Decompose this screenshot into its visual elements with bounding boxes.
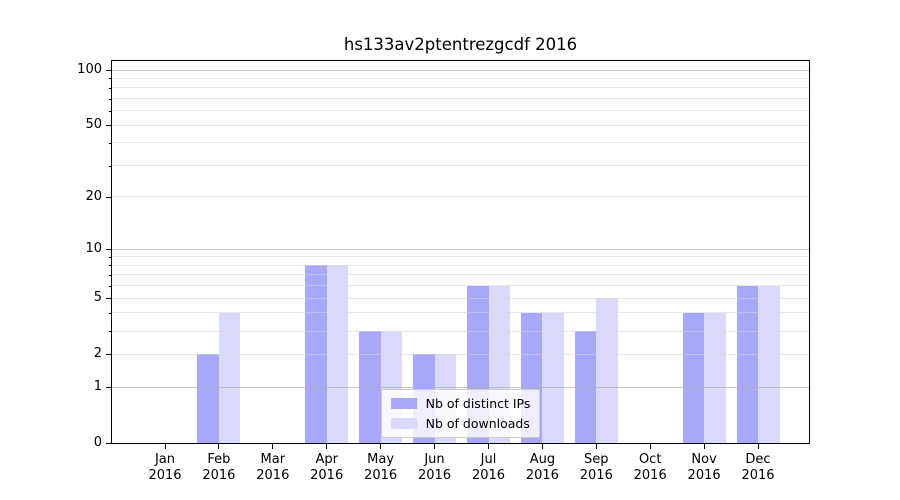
y-tick-mark [106,354,112,356]
x-tick-label: Dec 2016 [741,452,775,483]
legend-entry-downloads: Nb of downloads [390,415,531,432]
gridline-minor [112,330,809,332]
y-minor-tick-mark [109,331,112,332]
y-tick-mark [106,70,112,71]
x-tick-label: Nov 2016 [687,452,721,483]
x-tick-mark [541,444,543,449]
legend-label: Nb of downloads [425,416,530,431]
y-tick-label: 10 [85,241,102,257]
x-tick-mark [434,444,435,449]
y-minor-tick-mark [109,265,112,267]
bar-downloads-sep [596,298,618,443]
legend-entry-distinct-ips: Nb of distinct IPs [390,395,531,412]
y-tick-mark [106,443,112,444]
y-tick-label: 100 [77,62,102,77]
bar-downloads-aug [542,312,564,443]
bar-distinct-ips-feb [197,354,219,443]
y-minor-tick-mark [109,256,112,258]
gridline-minor [112,297,809,299]
y-tick-mark [106,196,112,198]
x-tick-label: Sep 2016 [579,452,613,483]
legend-swatch [390,398,417,409]
chart-title: hs133av2ptentrezgcdf 2016 [343,35,578,54]
y-minor-tick-mark [109,110,112,112]
y-minor-tick-mark [109,285,112,287]
gridline-minor [112,98,809,99]
gridline-minor [112,285,809,287]
legend-label: Nb of distinct IPs [425,396,531,411]
x-tick-label: Jan 2016 [148,452,182,483]
y-minor-tick-mark [109,78,112,80]
x-tick-mark [649,444,651,449]
bar-distinct-ips-dec [736,285,758,443]
gridline-minor [112,256,809,258]
x-tick-label: Feb 2016 [202,452,236,483]
x-tick-label: May 2016 [364,452,398,483]
gridline-minor [112,312,809,314]
y-tick-label: 50 [85,117,102,133]
gridline-minor [112,124,809,126]
y-tick-mark [106,249,112,251]
x-tick-label: Apr 2016 [310,452,344,483]
gridline-minor [112,165,809,166]
gridline-minor [112,264,809,266]
bar-downloads-dec [758,285,780,443]
x-tick-mark [326,444,328,449]
bar-downloads-feb [218,312,241,443]
x-tick-mark [218,444,220,449]
y-tick-label: 2 [93,346,102,362]
y-minor-tick-mark [109,142,112,144]
gridline-major [112,386,809,388]
x-tick-mark [380,444,382,449]
y-minor-tick-mark [109,87,112,89]
y-minor-tick-mark [109,274,112,276]
bar-distinct-ips-nov [682,312,705,443]
y-minor-tick-mark [109,98,112,100]
legend: Nb of distinct IPs Nb of downloads [380,389,541,438]
legend-swatch [390,418,417,429]
x-tick-mark [164,444,166,449]
x-tick-mark [595,444,597,449]
x-tick-label: Oct 2016 [633,452,667,483]
y-minor-tick-mark [109,312,112,314]
gridline-minor [112,142,809,144]
gridline-major [112,69,809,71]
y-tick-mark [106,298,112,300]
gridline-minor [112,353,809,355]
gridline-major [112,248,809,250]
y-tick-mark [106,125,112,127]
gridline-minor [112,87,809,89]
gridline-minor [112,274,809,276]
y-tick-label: 5 [93,290,102,306]
plot-area: Nb of distinct IPs Nb of downloads [111,60,810,444]
gridline-minor [112,110,809,112]
x-tick-label: Aug 2016 [525,452,559,483]
x-tick-mark [488,444,489,449]
x-tick-label: Jul 2016 [471,452,506,483]
y-minor-tick-mark [109,165,112,167]
y-tick-label: 20 [85,188,102,204]
y-tick-label: 0 [93,435,102,450]
x-tick-label: Mar 2016 [256,452,290,483]
x-tick-mark [757,444,759,449]
y-tick-mark [106,387,112,388]
x-tick-mark [703,444,705,449]
x-tick-label: Jun 2016 [417,452,452,483]
x-tick-mark [272,444,274,449]
gridline-minor [112,77,809,79]
y-tick-label: 1 [93,379,102,394]
gridline-minor [112,196,809,198]
bar-downloads-nov [704,312,726,443]
